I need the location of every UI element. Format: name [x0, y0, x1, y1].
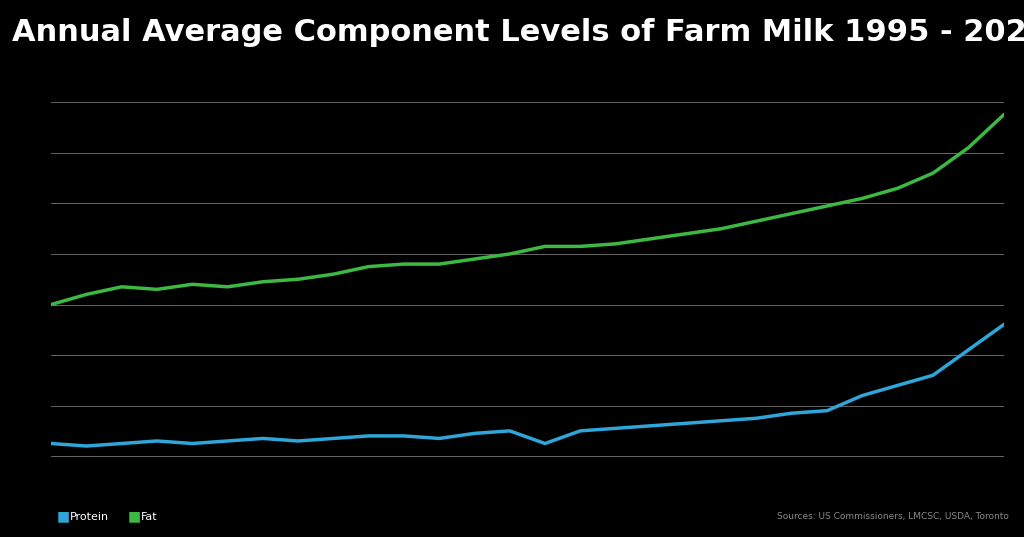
Text: Sources: US Commissioners, LMCSC, USDA, Toronto: Sources: US Commissioners, LMCSC, USDA, …	[777, 512, 1009, 521]
Text: Protein: Protein	[70, 512, 109, 521]
Text: ■: ■	[56, 510, 70, 524]
Text: Annual Average Component Levels of Farm Milk 1995 - 2022: Annual Average Component Levels of Farm …	[12, 18, 1024, 47]
Text: Fat: Fat	[141, 512, 158, 521]
Text: ■: ■	[128, 510, 141, 524]
